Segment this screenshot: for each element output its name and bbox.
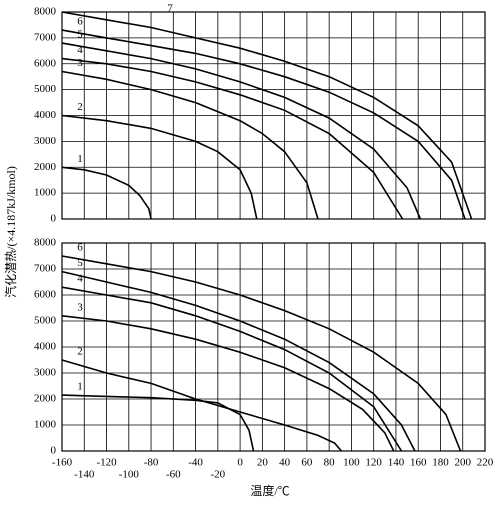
curve-label: 1 xyxy=(77,153,83,165)
curve xyxy=(61,359,343,452)
x-axis-label: 温度/℃ xyxy=(250,483,289,498)
x-tick-label: 160 xyxy=(410,457,427,469)
curve xyxy=(61,166,152,220)
y-tick-label: 2000 xyxy=(34,393,57,405)
curve xyxy=(61,70,319,220)
y-tick-label: 2000 xyxy=(34,161,57,173)
y-tick-label: 3000 xyxy=(34,135,57,147)
x-tick-label: 80 xyxy=(324,457,336,469)
y-tick-label: 1000 xyxy=(34,419,57,431)
y-tick-label: 5000 xyxy=(34,315,57,327)
curve-label: 7 xyxy=(167,3,173,15)
curve xyxy=(61,394,255,452)
x-tick-label: -60 xyxy=(166,469,181,481)
curve-label: 5 xyxy=(77,257,83,269)
x-tick-label: -120 xyxy=(96,457,117,469)
y-tick-label: 7000 xyxy=(34,31,57,43)
curve xyxy=(61,42,422,220)
y-tick-label: 5000 xyxy=(34,83,57,95)
curve xyxy=(61,29,466,220)
y-axis-label: 汽化潜热/(×4.187kJ/kmol) xyxy=(3,166,18,298)
curve-label: 4 xyxy=(77,273,83,285)
curve xyxy=(61,114,258,220)
x-tick-label: -160 xyxy=(52,457,73,469)
x-tick-label: 180 xyxy=(432,457,449,469)
curve-label: 6 xyxy=(77,242,83,254)
x-tick-label: 220 xyxy=(477,457,494,469)
curve-label: 3 xyxy=(77,57,83,69)
x-tick-label: 100 xyxy=(343,457,360,469)
x-tick-label: 40 xyxy=(279,457,291,469)
y-tick-label: 1000 xyxy=(34,187,57,199)
curve xyxy=(61,11,473,220)
curve-label: 4 xyxy=(77,44,83,56)
curve-label: 6 xyxy=(77,16,83,28)
y-tick-label: 7000 xyxy=(34,263,57,275)
y-tick-label: 6000 xyxy=(34,57,57,69)
x-tick-label: -140 xyxy=(74,469,95,481)
plot-frame xyxy=(61,242,486,452)
y-tick-label: 8000 xyxy=(34,237,57,249)
curve-label: 1 xyxy=(77,381,83,393)
x-tick-label: 60 xyxy=(301,457,313,469)
x-tick-label: 0 xyxy=(237,457,243,469)
x-tick-label: -20 xyxy=(211,469,226,481)
y-tick-label: 4000 xyxy=(34,341,57,353)
x-tick-label: 140 xyxy=(388,457,405,469)
curve xyxy=(61,270,416,452)
x-tick-label: -40 xyxy=(188,457,203,469)
y-tick-label: 8000 xyxy=(34,6,57,18)
y-tick-label: 6000 xyxy=(34,289,57,301)
y-tick-label: 3000 xyxy=(34,367,57,379)
curve-label: 3 xyxy=(77,301,83,313)
x-tick-label: -80 xyxy=(144,457,159,469)
y-tick-label: 0 xyxy=(51,213,57,225)
y-tick-label: 0 xyxy=(51,445,57,457)
curve-label: 2 xyxy=(77,101,83,113)
x-tick-label: 20 xyxy=(257,457,269,469)
curve xyxy=(61,57,404,220)
x-tick-label: 120 xyxy=(365,457,382,469)
curve-label: 5 xyxy=(77,29,83,41)
curve xyxy=(61,315,395,452)
curve-label: 2 xyxy=(77,346,83,358)
x-tick-label: 200 xyxy=(454,457,471,469)
y-tick-label: 4000 xyxy=(34,109,57,121)
curve xyxy=(61,286,403,452)
x-tick-label: -100 xyxy=(119,469,140,481)
curve xyxy=(61,255,462,452)
